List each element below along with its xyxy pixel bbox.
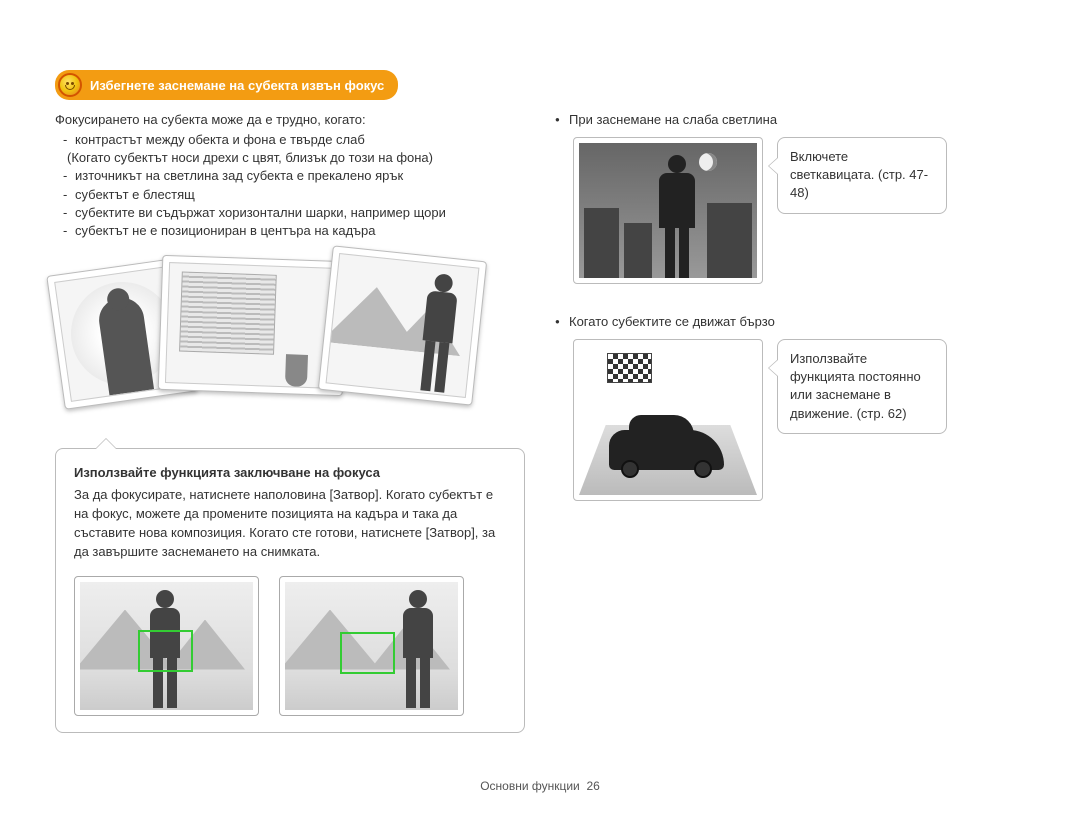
motion-illustration [573, 339, 763, 501]
list-item: източникът на светлина зад субекта е пре… [63, 167, 525, 185]
focus-lock-tip: Използвайте функцията заключване на фоку… [55, 448, 525, 732]
motion-label: Когато субектите се движат бързо [555, 314, 1025, 329]
list-item: субектът не е позициониран в центъра на … [63, 222, 525, 240]
example-photo-offcenter [318, 245, 487, 405]
motion-section: Когато субектите се движат бързо Използв… [555, 314, 1025, 501]
lowlight-section: При заснемане на слаба светлина [555, 112, 1025, 284]
motion-callout: Използвайте функцията постоянно или засн… [777, 339, 947, 434]
section-header-pill: Избегнете заснемане на субекта извън фок… [55, 70, 398, 100]
section-title: Избегнете заснемане на субекта извън фок… [90, 78, 384, 93]
lowlight-illustration [573, 137, 763, 284]
smiley-icon [58, 73, 82, 97]
footer-page-number: 26 [586, 779, 599, 793]
tip-images [74, 576, 506, 716]
intro-text: Фокусирането на субекта може да е трудно… [55, 112, 525, 127]
illustration-cluster [55, 258, 525, 428]
checkered-flag-icon [607, 353, 652, 383]
page-footer: Основни функции 26 [0, 779, 1080, 793]
right-column: При заснемане на слаба светлина [555, 112, 1025, 733]
focus-example-recomposed [279, 576, 464, 716]
tip-title: Използвайте функцията заключване на фоку… [74, 465, 506, 480]
tip-body: За да фокусирате, натиснете наполовина [… [74, 486, 506, 561]
list-item: субектът е блестящ [63, 186, 525, 204]
list-item: субектите ви съдържат хоризонтални шарки… [63, 204, 525, 222]
list-item: контрастът между обекта и фона е твърде … [63, 131, 525, 149]
focus-example-centered [74, 576, 259, 716]
difficulty-list: контрастът между обекта и фона е твърде … [55, 131, 525, 149]
moon-icon [699, 153, 717, 171]
car-icon [609, 430, 724, 470]
lowlight-label: При заснемане на слаба светлина [555, 112, 1025, 127]
difficulty-list-cont: източникът на светлина зад субекта е пре… [55, 167, 525, 240]
left-column: Фокусирането на субекта може да е трудно… [55, 112, 525, 733]
list-subnote: (Когато субектът носи дрехи с цвят, близ… [55, 149, 525, 167]
lowlight-callout: Включете светкавицата. (стр. 47-48) [777, 137, 947, 214]
content-columns: Фокусирането на субекта може да е трудно… [55, 112, 1025, 733]
footer-section: Основни функции [480, 779, 580, 793]
